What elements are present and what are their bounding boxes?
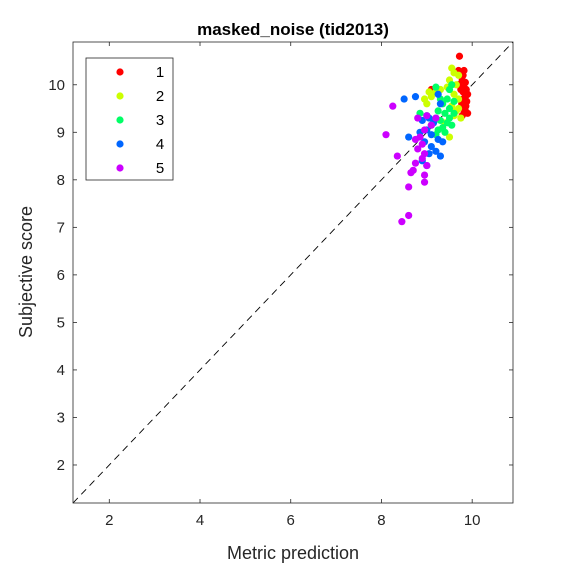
data-point xyxy=(445,85,454,94)
data-point xyxy=(441,109,449,117)
legend-marker xyxy=(116,68,124,76)
legend-marker xyxy=(116,140,124,148)
data-point xyxy=(393,152,401,160)
data-point xyxy=(427,121,435,129)
data-point xyxy=(411,135,420,144)
legend-marker xyxy=(116,92,124,100)
data-point xyxy=(454,71,463,79)
x-tick-label: 6 xyxy=(287,512,295,529)
data-point xyxy=(450,97,458,106)
data-point xyxy=(460,66,468,75)
data-point xyxy=(445,133,454,141)
data-point xyxy=(443,95,451,103)
data-point xyxy=(436,152,445,160)
data-point xyxy=(420,126,429,134)
y-tick-label: 9 xyxy=(57,124,65,141)
data-point xyxy=(432,83,440,91)
data-point xyxy=(423,112,431,120)
data-point xyxy=(427,142,435,151)
legend-box xyxy=(85,57,174,181)
data-point xyxy=(445,114,454,122)
x-tick-label: 2 xyxy=(105,512,113,529)
data-point xyxy=(423,161,431,170)
data-point xyxy=(427,131,435,139)
data-point xyxy=(382,131,390,139)
data-point xyxy=(414,145,422,153)
data-point xyxy=(418,154,426,163)
data-point xyxy=(434,90,442,98)
data-point xyxy=(405,133,413,141)
data-point xyxy=(414,114,422,122)
data-point xyxy=(454,104,463,113)
legend-label: 4 xyxy=(156,136,164,153)
legend-marker xyxy=(116,164,124,172)
y-axis-ticks: 2 3 4 5 6 7 8 9 10 xyxy=(48,77,513,474)
x-axis-ticks: 2 4 6 8 10 xyxy=(105,42,481,529)
data-point xyxy=(432,147,440,155)
data-point xyxy=(423,100,431,108)
data-points xyxy=(382,52,472,226)
data-point xyxy=(420,171,429,179)
data-point xyxy=(420,178,429,186)
legend-label: 1 xyxy=(156,64,164,81)
data-point xyxy=(457,114,465,122)
series-5 xyxy=(382,102,440,226)
legend-label: 3 xyxy=(156,112,164,129)
y-tick-label: 5 xyxy=(57,314,65,331)
legend: 1 2 3 4 5 xyxy=(85,57,174,181)
data-point xyxy=(432,114,440,122)
data-point xyxy=(400,95,408,103)
data-point xyxy=(464,109,472,117)
data-point xyxy=(450,109,458,117)
data-point xyxy=(436,100,445,108)
data-point xyxy=(434,107,442,115)
y-tick-label: 7 xyxy=(57,219,65,236)
data-point xyxy=(455,52,464,60)
y-axis-label: Subjective score xyxy=(16,206,36,338)
data-point xyxy=(427,93,435,101)
data-point xyxy=(411,93,420,101)
x-tick-label: 4 xyxy=(196,512,204,529)
data-point xyxy=(441,128,449,136)
chart-title: masked_noise (tid2013) xyxy=(197,20,389,39)
data-point xyxy=(450,90,458,98)
x-axis-label: Metric prediction xyxy=(227,543,359,563)
plot-frame xyxy=(72,41,514,504)
data-point xyxy=(398,218,406,226)
y-tick-label: 4 xyxy=(57,362,65,379)
legend-label: 2 xyxy=(156,88,164,105)
data-point xyxy=(407,169,415,177)
data-point xyxy=(405,183,413,191)
data-point xyxy=(389,102,397,110)
y-tick-label: 6 xyxy=(57,267,65,284)
legend-marker xyxy=(116,116,124,124)
y-tick-label: 3 xyxy=(57,409,65,426)
data-point xyxy=(405,211,413,220)
y-tick-label: 8 xyxy=(57,172,65,189)
data-point xyxy=(448,121,456,129)
data-point xyxy=(439,138,447,146)
x-tick-label: 8 xyxy=(377,512,385,529)
legend-label: 5 xyxy=(156,160,164,177)
data-point xyxy=(418,140,426,148)
y-tick-label: 2 xyxy=(57,457,65,474)
data-point xyxy=(445,104,454,113)
y-tick-label: 10 xyxy=(48,77,65,94)
data-point xyxy=(411,159,420,167)
x-tick-label: 10 xyxy=(464,512,481,529)
